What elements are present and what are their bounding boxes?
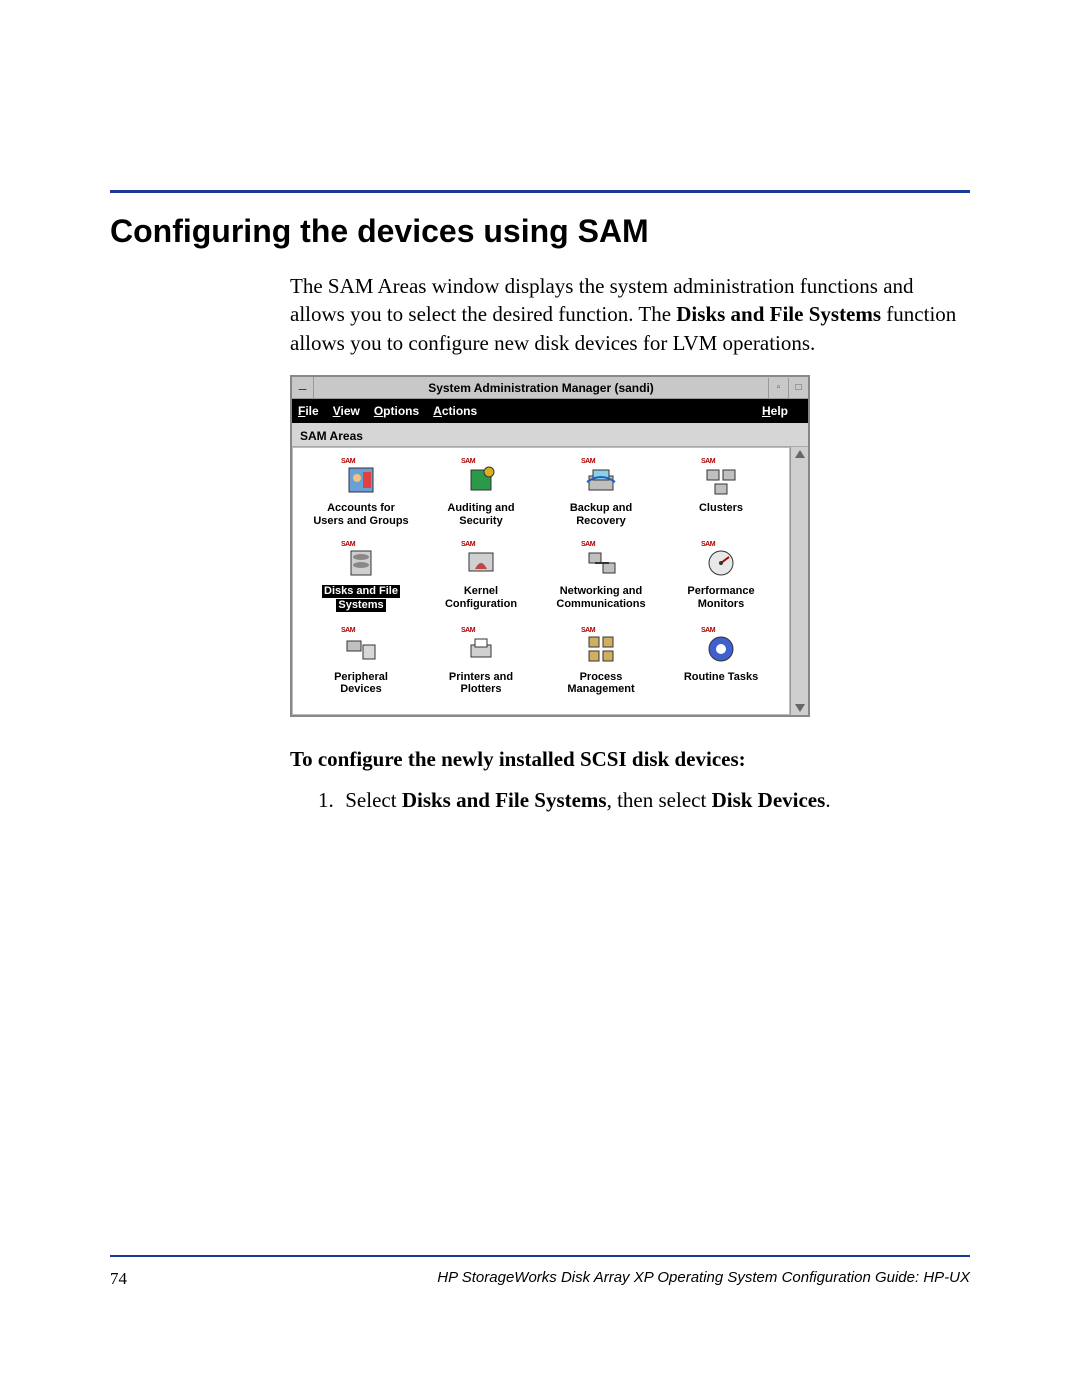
scroll-down-icon[interactable] bbox=[795, 704, 805, 712]
sam-area-label: ProcessManagement bbox=[567, 671, 634, 696]
sam-area-periph[interactable]: SAM PeripheralDevices bbox=[301, 631, 421, 696]
sam-area-accounts[interactable]: SAM Accounts forUsers and Groups bbox=[301, 462, 421, 527]
sam-area-label: Backup andRecovery bbox=[570, 502, 632, 527]
sam-area-clusters[interactable]: SAM Clusters bbox=[661, 462, 781, 527]
routine-icon: SAM bbox=[703, 631, 739, 667]
clusters-icon: SAM bbox=[703, 462, 739, 498]
sam-menubar: File View Options Actions Help bbox=[292, 399, 808, 423]
step-text-b: , then select bbox=[607, 788, 712, 812]
menu-view[interactable]: View bbox=[333, 404, 360, 418]
sam-area-label: Disks and FileSystems bbox=[322, 585, 400, 612]
sam-area-routine[interactable]: SAM Routine Tasks bbox=[661, 631, 781, 696]
menu-help[interactable]: Help bbox=[762, 404, 788, 418]
sam-titlebar: – System Administration Manager (sandi) … bbox=[292, 377, 808, 399]
accounts-icon: SAM bbox=[343, 462, 379, 498]
window-title: System Administration Manager (sandi) bbox=[314, 381, 768, 395]
sam-area-printers[interactable]: SAM Printers andPlotters bbox=[421, 631, 541, 696]
sam-area-label: Routine Tasks bbox=[684, 671, 758, 684]
periph-icon: SAM bbox=[343, 631, 379, 667]
menu-options[interactable]: Options bbox=[374, 404, 419, 418]
step-text-c: . bbox=[825, 788, 830, 812]
procedure-heading: To configure the newly installed SCSI di… bbox=[290, 747, 970, 772]
sam-area-kernel[interactable]: SAM KernelConfiguration bbox=[421, 545, 541, 612]
sam-area-label: KernelConfiguration bbox=[445, 585, 517, 610]
sam-area-label: Auditing andSecurity bbox=[447, 502, 514, 527]
process-icon: SAM bbox=[583, 631, 619, 667]
page-number: 74 bbox=[110, 1269, 127, 1289]
step-bold-a: Disks and File Systems bbox=[402, 788, 607, 812]
sam-area-network[interactable]: SAM Networking andCommunications bbox=[541, 545, 661, 612]
sam-area-perf[interactable]: SAM PerformanceMonitors bbox=[661, 545, 781, 612]
sam-area-label: PeripheralDevices bbox=[334, 671, 388, 696]
sam-window: – System Administration Manager (sandi) … bbox=[290, 375, 810, 717]
page-heading: Configuring the devices using SAM bbox=[110, 213, 970, 250]
step-text-a: Select bbox=[345, 788, 402, 812]
sam-area-auditing[interactable]: SAM Auditing andSecurity bbox=[421, 462, 541, 527]
kernel-icon: SAM bbox=[463, 545, 499, 581]
sam-area-label: PerformanceMonitors bbox=[687, 585, 754, 610]
intro-bold: Disks and File Systems bbox=[676, 302, 881, 326]
maximize-icon[interactable]: □ bbox=[788, 378, 808, 398]
minimize-icon[interactable]: ▫ bbox=[768, 378, 788, 398]
step-1: 1. Select Disks and File Systems, then s… bbox=[318, 786, 970, 814]
sam-area-label: Accounts forUsers and Groups bbox=[313, 502, 408, 527]
sam-area-label: Networking andCommunications bbox=[556, 585, 645, 610]
sam-scrollbar[interactable] bbox=[790, 447, 808, 715]
sam-area-process[interactable]: SAM ProcessManagement bbox=[541, 631, 661, 696]
menu-actions[interactable]: Actions bbox=[433, 404, 477, 418]
sam-area-disks[interactable]: SAM Disks and FileSystems bbox=[301, 545, 421, 612]
intro-paragraph: The SAM Areas window displays the system… bbox=[290, 272, 970, 357]
bottom-rule bbox=[110, 1255, 970, 1257]
menu-file[interactable]: File bbox=[298, 404, 319, 418]
sam-area-backup[interactable]: SAM Backup andRecovery bbox=[541, 462, 661, 527]
window-menu-icon[interactable]: – bbox=[292, 377, 314, 398]
step-bold-b: Disk Devices bbox=[712, 788, 826, 812]
step-number: 1. bbox=[318, 786, 340, 814]
doc-title: HP StorageWorks Disk Array XP Operating … bbox=[437, 1269, 970, 1289]
auditing-icon: SAM bbox=[463, 462, 499, 498]
scroll-up-icon[interactable] bbox=[795, 450, 805, 458]
disks-icon: SAM bbox=[343, 545, 379, 581]
backup-icon: SAM bbox=[583, 462, 619, 498]
sam-area-label: Clusters bbox=[699, 502, 743, 515]
printers-icon: SAM bbox=[463, 631, 499, 667]
sam-area-label: Printers andPlotters bbox=[449, 671, 513, 696]
sam-areas-label: SAM Areas bbox=[292, 423, 808, 447]
network-icon: SAM bbox=[583, 545, 619, 581]
page-footer: 74 HP StorageWorks Disk Array XP Operati… bbox=[110, 1269, 970, 1289]
sam-icon-grid: SAM Accounts forUsers and Groups SAM Auditi… bbox=[292, 447, 790, 715]
top-rule bbox=[110, 190, 970, 193]
perf-icon: SAM bbox=[703, 545, 739, 581]
